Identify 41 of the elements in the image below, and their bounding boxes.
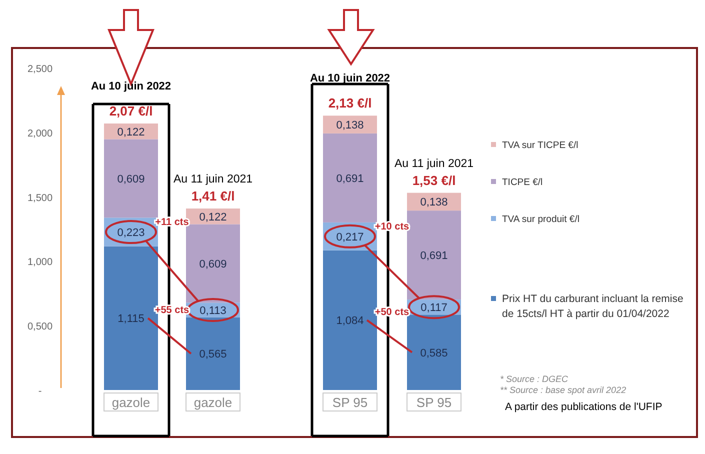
- x-tick-label: gazole: [194, 395, 232, 410]
- data-label: 0,691: [336, 172, 364, 185]
- data-label: 0,138: [336, 120, 364, 132]
- data-label: 1,115: [118, 313, 144, 326]
- legend-label: Prix HT du carburant incluant la remise de 15cts/l HT à partir du 01/04/2022: [502, 293, 684, 320]
- total-label: 2,13 €/l: [328, 96, 372, 111]
- x-tick-label: gazole: [112, 395, 150, 410]
- y-tick-label: 2,500: [27, 64, 53, 75]
- data-label: 0,122: [117, 126, 145, 138]
- text: * Source : DGEC: [500, 374, 569, 384]
- y-tick-label: -: [38, 386, 42, 397]
- data-label: 0,138: [420, 196, 448, 209]
- data-label: 0,223: [117, 227, 145, 240]
- data-label: 0,217: [336, 231, 364, 244]
- data-label: 0,113: [200, 304, 226, 317]
- data-label: 0,691: [420, 250, 448, 262]
- legend-label: TVA sur produit €/l: [502, 214, 580, 225]
- data-label: 0,609: [117, 173, 145, 186]
- data-label: 0,122: [199, 211, 227, 224]
- data-label: 0,609: [199, 258, 227, 270]
- data-label: 0,565: [199, 348, 227, 361]
- text: ** Source : base spot avril 2022: [500, 385, 626, 395]
- annotation: Au 11 juin 2021: [394, 158, 474, 170]
- annotation: Au 10 juin 2022: [310, 72, 390, 85]
- y-tick-label: 1,000: [27, 257, 53, 268]
- legend-label: TICPE €/l: [502, 177, 543, 188]
- y-tick-label: 2,000: [27, 128, 53, 140]
- data-label: 1,084: [336, 315, 364, 328]
- y-tick-label: 1,500: [27, 192, 53, 204]
- total-label: 1,53 €/l: [412, 172, 456, 188]
- annotation: Au 10 juin 2022: [90, 80, 172, 93]
- x-tick-label: SP 95: [332, 395, 368, 410]
- text: A partir des publications de l'UFIP: [505, 401, 662, 413]
- annotation: Au 11 juin 2021: [173, 174, 253, 186]
- data-label: 0,585: [420, 347, 448, 360]
- legend-label: TVA sur TICPE €/l: [502, 140, 578, 151]
- total-label: 1,41 €/l: [191, 188, 235, 204]
- y-tick-label: 0,500: [27, 322, 53, 333]
- x-tick-label: SP 95: [416, 395, 452, 410]
- total-label: 2,07 €/l: [109, 104, 153, 119]
- data-label: 0,117: [420, 302, 448, 314]
